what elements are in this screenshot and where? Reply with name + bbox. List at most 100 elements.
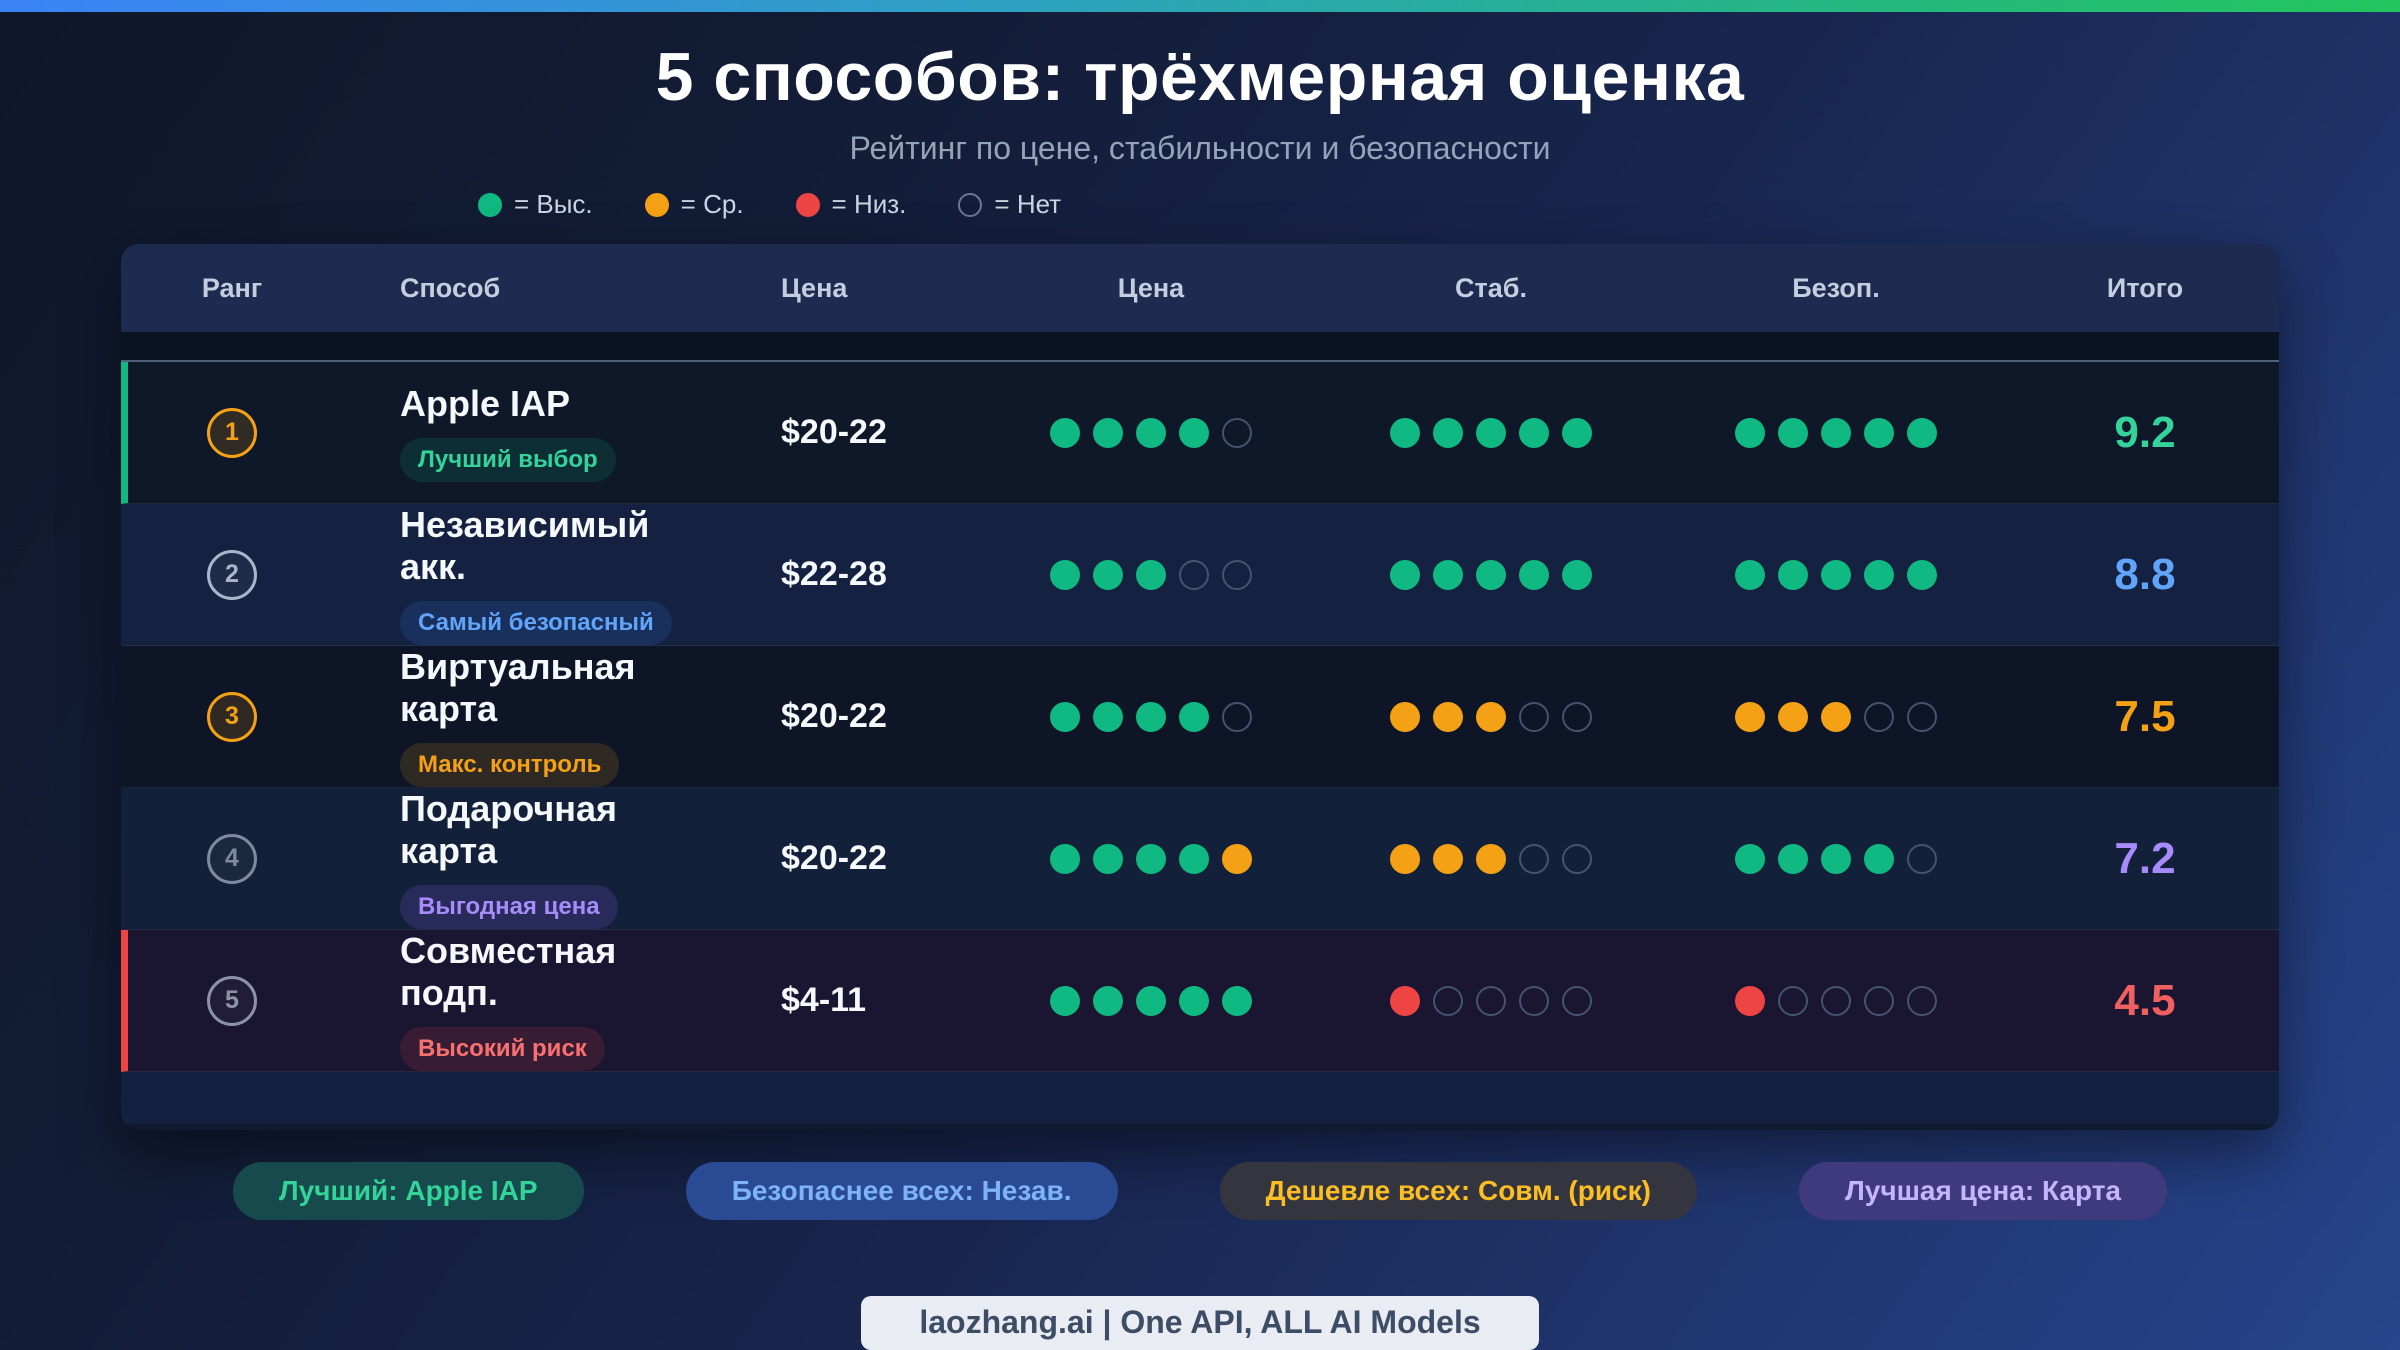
rating-dot-high [1179,417,1209,448]
summary-badge: Лучший: Apple IAP [233,1161,584,1220]
price-value: $20-22 [781,413,887,451]
rating-dot-none [958,192,983,217]
rating-dot-none [1433,985,1463,1016]
table-row: 2 Независимый акк. Самый безопасный $22-28 8… [121,504,2279,646]
rating-dot-none [1864,701,1894,732]
rating-dot-medium [1222,843,1252,874]
total-score: 7.2 [2114,833,2176,883]
rating-dot-low [795,192,820,217]
rating-dot-high [1735,559,1765,590]
rating-dot-none [1519,701,1549,732]
rating-dot-high [1136,417,1166,448]
price-dots [1050,985,1252,1016]
rating-dot-medium [1433,701,1463,732]
rating-dot-medium [1778,701,1808,732]
rank-cell: 1 [207,407,257,458]
rating-dot-high [1093,417,1123,448]
rating-dot-high [1735,417,1765,448]
total-score: 8.8 [2114,549,2176,599]
rank-cell: 5 [207,975,257,1026]
legend-item-none: = Нет [958,189,1061,220]
rating-dot-high [1179,701,1209,732]
footer-pill: laozhang.ai | One API, ALL AI Models [861,1295,1539,1350]
security-dots [1735,417,1937,448]
method-badge: Макс. контроль [400,743,620,787]
rating-dot-high [1050,417,1080,448]
rank-badge: 1 [207,407,257,458]
ratings-card: Ранг Способ Цена Цена Стаб. Безоп. Итого 1 Appl… [121,244,2279,1130]
column-header-rank: Ранг [201,272,263,303]
method-name: Виртуальная карта [400,646,636,729]
rating-dot-low [1735,985,1765,1016]
rating-dot-high [1136,985,1166,1016]
rank-badge: 4 [207,833,257,884]
rating-dot-high [1179,843,1209,874]
rating-dot-high [1821,843,1851,874]
card-spacer [121,1072,2279,1124]
rating-dot-none [1476,985,1506,1016]
rating-dot-high [1864,417,1894,448]
rank-badge: 5 [207,975,257,1026]
method-cell: Подарочная карта Выгодная цена [336,788,721,929]
rating-dot-medium [1735,701,1765,732]
rating-dot-high [1907,559,1937,590]
rating-dot-medium [1433,843,1463,874]
rank-cell: 3 [207,691,257,742]
rating-dot-high [1778,417,1808,448]
rating-dot-high [1476,417,1506,448]
rating-dot-none [1821,985,1851,1016]
rating-dot-high [1093,701,1123,732]
rating-dot-high [1864,843,1894,874]
summary-badges: Лучший: Apple IAP Безопаснее всех: Незав.… [233,1161,2167,1220]
method-badge: Лучший выбор [400,438,616,482]
rating-dot-none [1864,985,1894,1016]
rating-dot-high [478,192,502,217]
legend-item-low: = Низ. [795,189,906,220]
column-header-total: Итого [2106,272,2184,303]
rating-dot-none [1562,985,1592,1016]
rating-dot-medium [1390,843,1420,874]
rating-dot-high [1179,985,1209,1016]
total-score: 4.5 [2114,975,2176,1025]
rating-dot-high [1519,417,1549,448]
column-header-price: Цена [781,272,848,303]
price-value: $4-11 [781,981,867,1019]
price-dots [1050,417,1252,448]
security-dots [1735,985,1937,1016]
security-dots [1735,843,1937,874]
table-row: 1 Apple IAP Лучший выбор $20-22 9.2 [121,362,2279,504]
rating-dot-high [1476,559,1506,590]
rating-dot-medium [644,192,669,217]
summary-badge: Безопаснее всех: Незав. [685,1161,1118,1220]
rating-dot-none [1519,843,1549,874]
summary-badge: Лучшая цена: Карта [1799,1161,2167,1220]
stability-dots [1390,701,1592,732]
rating-dot-medium [1390,701,1420,732]
rating-dot-medium [1476,701,1506,732]
method-cell: Независимый акк. Самый безопасный [336,504,721,645]
rating-dot-none [1222,701,1252,732]
column-header-stability: Стаб. [1455,272,1527,303]
header-divider [121,332,2279,362]
rating-dot-high [1821,559,1851,590]
method-name: Подарочная карта [400,788,618,871]
table-row: 5 Совместная подп. Высокий риск $4-11 4.5 [121,930,2279,1072]
rating-dot-high [1136,843,1166,874]
table-header-row: Ранг Способ Цена Цена Стаб. Безоп. Итого [121,244,2279,332]
column-header-method: Способ [400,272,501,303]
rating-dot-none [1907,985,1937,1016]
rating-dot-none [1519,985,1549,1016]
rating-dot-high [1050,985,1080,1016]
legend: = Выс. = Ср. = Низ. = Нет [478,189,1061,220]
price-value: $22-28 [781,555,887,593]
table-body: 1 Apple IAP Лучший выбор $20-22 9.2 2 Независи… [121,362,2279,1072]
rating-dot-none [1222,417,1252,448]
rating-dot-high [1519,559,1549,590]
rating-dot-high [1864,559,1894,590]
price-dots [1050,701,1252,732]
legend-label: = Ср. [680,189,744,219]
summary-badge: Дешевле всех: Совм. (риск) [1219,1161,1697,1220]
rating-dot-none [1179,559,1209,590]
rating-dot-high [1821,417,1851,448]
rating-dot-high [1136,701,1166,732]
